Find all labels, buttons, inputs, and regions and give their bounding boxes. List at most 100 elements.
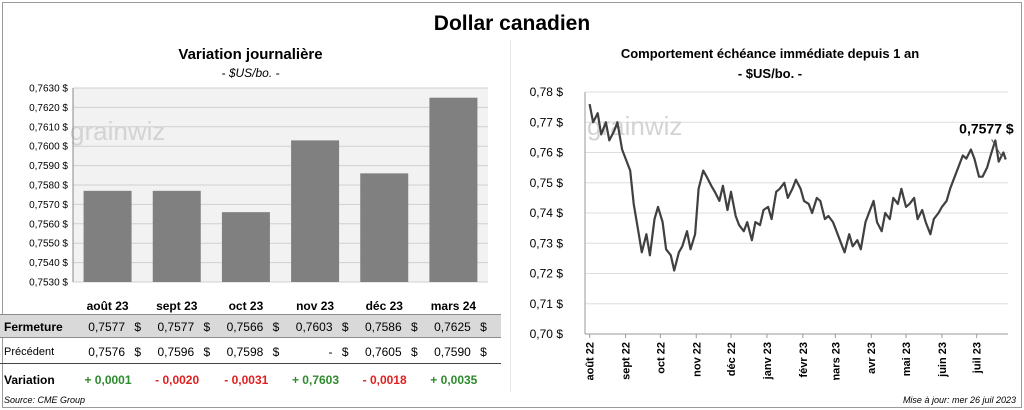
y-tick-label: 0,77 $ xyxy=(530,115,564,129)
update-note: Mise à jour: mer 26 juil 2023 xyxy=(902,395,1016,405)
bar xyxy=(83,190,132,282)
variation-cell: - 0,0031 xyxy=(211,368,281,392)
x-tick-label: déc 22 xyxy=(726,342,738,376)
y-tick-label: 0,74 $ xyxy=(530,206,564,220)
x-tick-label: avr 23 xyxy=(866,342,878,374)
table-row-precedent: Précédent 0,7576 $0,7596 $0,7598 $ - $0,7605 $… xyxy=(0,340,501,364)
y-tick-label: 0,76 $ xyxy=(530,146,564,160)
x-tick-label: juil 23 xyxy=(972,342,984,374)
cell-value: 0,7566 xyxy=(226,320,264,334)
cell-value: 0,7603 xyxy=(295,320,333,334)
variation-value: - 0,0018 xyxy=(362,373,407,387)
cell-currency: $ xyxy=(134,320,141,334)
variation-value: - 0,0020 xyxy=(155,373,200,387)
line-chart-title: Comportement échéance immédiate depuis 1… xyxy=(620,46,920,61)
variation-cell: + 0,7603 xyxy=(281,368,351,392)
bar xyxy=(221,212,270,282)
cell-value: 0,7576 xyxy=(88,345,125,359)
cell-currency: $ xyxy=(203,320,211,334)
x-tick-label: janv 23 xyxy=(762,342,774,380)
cell-currency: $ xyxy=(480,320,487,334)
cell-currency: $ xyxy=(272,345,280,359)
cell-currency: $ xyxy=(341,320,349,334)
category-label: mars 24 xyxy=(430,299,477,313)
series-line xyxy=(588,103,1007,272)
y-tick-label: 0,7560 $ xyxy=(29,219,68,230)
category-label: août 23 xyxy=(86,299,129,313)
x-tick-label: mars 23 xyxy=(830,342,842,380)
cell-currency: $ xyxy=(203,345,211,359)
category-label: oct 23 xyxy=(228,299,264,313)
y-tick-label: 0,7600 $ xyxy=(29,142,68,153)
cell-currency: $ xyxy=(480,345,487,359)
row-label: Précédent xyxy=(4,346,55,358)
category-label: déc 23 xyxy=(365,299,403,313)
category-label: sept 23 xyxy=(156,299,198,313)
bar-chart-unit: - $US/bo. - xyxy=(221,66,280,80)
variation-cell: + 0,0001 xyxy=(73,368,143,392)
row-label: Variation xyxy=(4,373,55,387)
y-tick-label: 0,7530 $ xyxy=(29,278,68,289)
cell-currency: $ xyxy=(341,345,349,359)
cell-value: 0,7605 xyxy=(364,345,402,359)
source-note: Source: CME Group xyxy=(4,395,86,405)
variation-value: - 0,0031 xyxy=(224,373,269,387)
y-tick-label: 0,7570 $ xyxy=(29,200,68,211)
line-chart: 0,70 $ 0,71 $ 0,72 $ 0,73 $ 0,74 $ 0,75 $ 0,76… xyxy=(530,85,1014,380)
cell-value: 0,7590 xyxy=(434,345,471,359)
variation-value: + 0,0035 xyxy=(430,373,478,387)
cell-value: 0,7596 xyxy=(157,345,195,359)
y-tick-label: 0,75 $ xyxy=(530,176,564,190)
cell-value: 0,7586 xyxy=(364,320,402,334)
bar xyxy=(291,140,340,282)
cell-value: 0,7625 xyxy=(434,320,471,334)
watermark-logo: grainwiz xyxy=(70,116,165,146)
y-tick-label: 0,7630 $ xyxy=(29,84,68,95)
variation-cell: + 0,0035 xyxy=(419,368,489,392)
variation-value: + 0,7603 xyxy=(291,373,340,387)
variation-cell: - 0,0018 xyxy=(350,368,420,392)
variation-cell: - 0,0020 xyxy=(142,368,212,392)
bar-chart-title: Variation journalière xyxy=(178,46,323,63)
cell-value: 0,7598 xyxy=(226,345,264,359)
y-tick-label: 0,71 $ xyxy=(530,297,564,311)
x-tick-label: oct 22 xyxy=(655,342,667,374)
y-tick-label: 0,70 $ xyxy=(530,327,564,341)
cell-value: 0,7577 xyxy=(88,320,125,334)
y-tick-label: 0,7610 $ xyxy=(29,122,68,133)
x-tick-label: févr 23 xyxy=(798,342,810,377)
row-label: Fermeture xyxy=(4,320,63,334)
x-tick-label: juin 23 xyxy=(937,342,949,378)
bar xyxy=(152,190,201,282)
cell-currency: $ xyxy=(410,345,418,359)
x-tick-label: nov 22 xyxy=(691,342,703,377)
x-tick-label: sept 22 xyxy=(621,342,633,380)
panel-divider xyxy=(510,40,511,392)
table-header-row: août 23 sept 23 oct 23 nov 23 déc 23 mars 24 xyxy=(0,294,501,318)
table-row-variation: Variation + 0,0001 - 0,0020 - 0,0031 + 0,76… xyxy=(0,368,501,392)
bar xyxy=(360,173,409,282)
x-tick-label: août 22 xyxy=(585,342,597,380)
y-tick-label: 0,7580 $ xyxy=(29,181,68,192)
last-value-label: 0,7577 $ xyxy=(959,120,1014,136)
cell-currency: $ xyxy=(134,345,141,359)
y-tick-label: 0,72 $ xyxy=(530,267,564,281)
x-tick-label: mai 23 xyxy=(901,342,913,376)
category-label: nov 23 xyxy=(296,299,335,313)
table-row-fermeture: Fermeture 0,7577 $0,7577 $0,7566 $0,7603 $0,… xyxy=(0,314,501,338)
quote-table: août 23 sept 23 oct 23 nov 23 déc 23 mars 24 … xyxy=(0,294,501,394)
bar xyxy=(429,97,478,282)
cell-currency: $ xyxy=(272,320,280,334)
y-tick-label: 0,7590 $ xyxy=(29,161,68,172)
last-value-leader xyxy=(991,139,1003,157)
y-tick-label: 0,7550 $ xyxy=(29,239,68,250)
cell-value: - xyxy=(328,345,333,359)
cell-value: 0,7577 xyxy=(157,320,195,334)
y-tick-label: 0,7540 $ xyxy=(29,258,68,269)
cell-currency: $ xyxy=(410,320,418,334)
page-title: Dollar canadien xyxy=(433,12,591,35)
y-tick-label: 0,7620 $ xyxy=(29,103,68,114)
y-tick-label: 0,73 $ xyxy=(530,236,564,250)
bar-chart: 0,7530 $ 0,7540 $ 0,7550 $ 0,7560 $ 0,7570 $… xyxy=(29,84,488,289)
